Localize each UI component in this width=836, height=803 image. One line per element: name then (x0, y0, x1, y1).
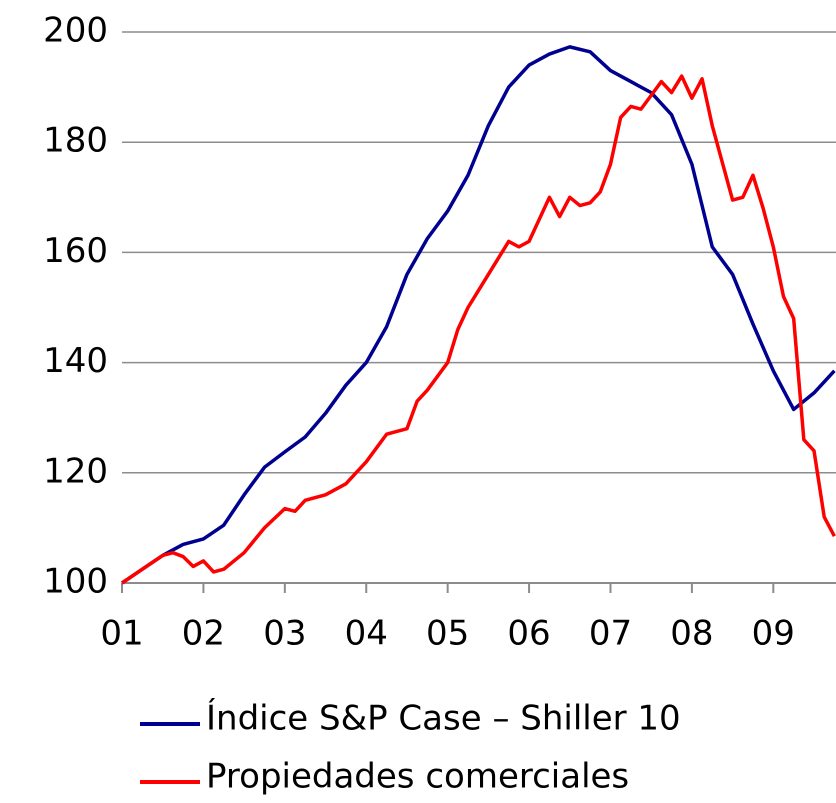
x-tick-label: 06 (507, 614, 550, 654)
y-tick-label: 140 (43, 341, 108, 381)
x-tick-label: 08 (670, 614, 713, 654)
x-tick-label: 09 (752, 614, 795, 654)
x-tick-label: 01 (100, 614, 143, 654)
x-tick-label: 03 (263, 614, 306, 654)
y-tick-label: 180 (43, 121, 108, 161)
legend-label: Índice S&P Case – Shiller 10 (206, 698, 681, 739)
series-line (121, 45, 836, 585)
x-tick-label: 05 (426, 614, 469, 654)
y-tick-label: 120 (43, 451, 108, 491)
series-line (121, 74, 836, 585)
x-tick-label: 02 (182, 614, 225, 654)
x-tick-label: 04 (345, 614, 388, 654)
x-tick-label: 07 (589, 614, 632, 654)
y-tick-label: 100 (43, 562, 108, 602)
y-tick-label: 160 (43, 231, 108, 271)
legend-label: Propiedades comerciales (206, 757, 629, 797)
y-tick-label: 200 (43, 11, 108, 51)
